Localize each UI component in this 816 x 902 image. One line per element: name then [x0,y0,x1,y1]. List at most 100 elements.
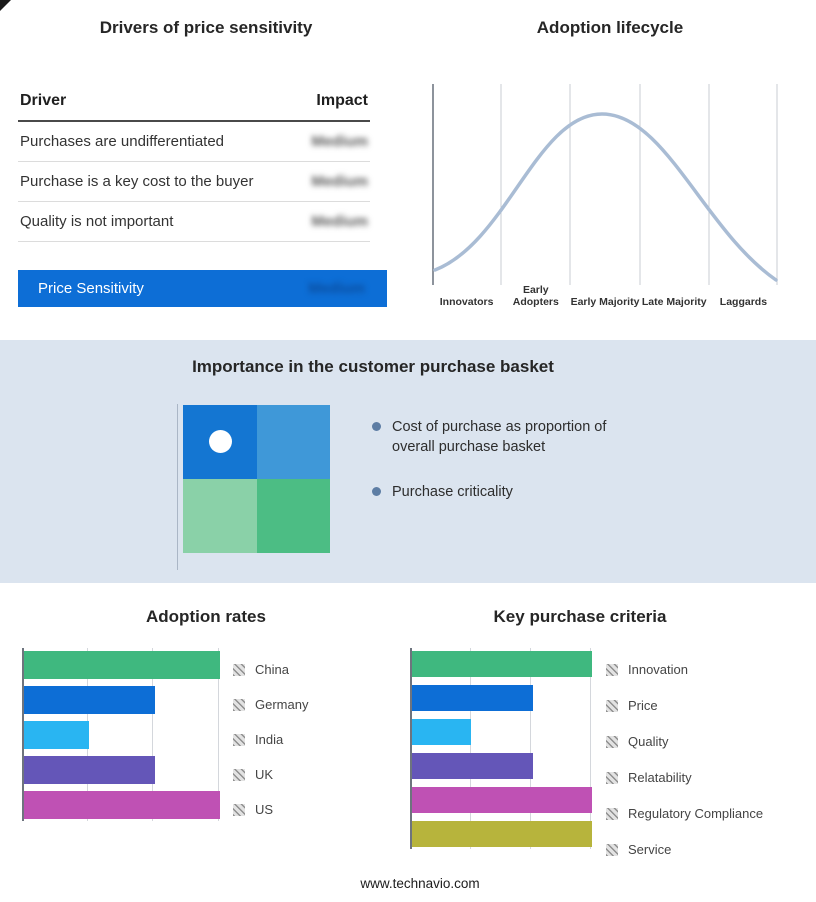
legend-swatch-icon [606,735,618,748]
y-axis-line [410,648,412,849]
legend-swatch-icon [606,807,618,820]
purchase-basket-band: Importance in the customer purchase bask… [0,340,816,583]
lifecycle-panel-title: Adoption lifecycle [536,18,684,37]
legend-item: US [233,802,308,817]
stage-label-early-majority: Early Majority [570,296,640,309]
legend-label: Regulatory Compliance [628,806,764,821]
drivers-panel-title: Drivers of price sensitivity [99,18,313,37]
legend-item: Regulatory Compliance [606,806,763,821]
legend-swatch-icon [606,843,618,856]
legend-item: Relatability [606,770,763,785]
lifecycle-chart [432,84,778,285]
driver-cell: Quality is not important [20,213,174,230]
legend-item: UK [233,767,308,782]
drivers-table: Driver Impact Purchases are undifferenti… [18,92,370,242]
legend-swatch-icon [233,733,245,746]
price-sensitivity-label: Price Sensitivity [38,280,144,297]
bullet-text: Cost of purchase as proportion of overal… [392,419,607,455]
drivers-table-header: Driver Impact [18,92,370,122]
legend-item: China [233,662,308,677]
price-sensitivity-impact-blurred: Medium [308,280,365,297]
legend-label: Service [628,842,672,857]
legend-label: Germany [255,697,309,712]
page-corner-mark [0,0,11,11]
legend-label: Price [628,698,658,713]
y-axis-line [22,648,24,821]
lifecycle-stage-labels: Innovators Early Adopters Early Majority… [432,283,778,309]
stage-label-late-majority: Late Majority [641,296,707,309]
stage-label-laggards: Laggards [719,296,768,309]
impact-cell-blurred: Medium [311,173,368,190]
adoption-rates-legend: China Germany India UK US [233,662,308,837]
quadrant-bottom-right [256,479,330,553]
quadrant-bottom-left [183,479,257,553]
bullet-item: Purchase criticality [372,483,642,503]
legend-label: US [255,802,274,817]
bar-innovation [412,651,592,677]
basket-bullet-list: Cost of purchase as proportion of overal… [372,418,642,529]
gridline [152,648,153,821]
bell-curve-svg [432,84,778,285]
table-row: Quality is not important Medium [18,202,370,242]
bar-us [24,791,220,819]
legend-item: Germany [233,697,308,712]
quadrant-top-left [183,405,257,479]
impact-cell-blurred: Medium [311,213,368,230]
adoption-rates-title: Adoption rates [146,607,266,626]
adoption-rates-chart [22,648,220,821]
column-header-impact: Impact [316,92,368,109]
website-url: www.technavio.com [360,876,480,891]
column-header-driver: Driver [20,92,67,109]
key-purchase-criteria-chart [410,648,592,849]
bar-china [24,651,220,679]
gridline [218,648,219,821]
table-row: Purchases are undifferentiated Medium [18,122,370,162]
quadrant-chart [183,405,330,553]
bullet-dot-icon [372,422,381,431]
key-purchase-criteria-bars [412,651,592,855]
legend-item: India [233,732,308,747]
bar-service [412,821,592,847]
legend-swatch-icon [606,771,618,784]
legend-label: China [255,662,289,677]
key-purchase-criteria-title: Key purchase criteria [493,607,667,626]
bullet-dot-icon [372,487,381,497]
bar-india [24,721,89,749]
quadrant-top-right [256,405,330,479]
quadrant-axis-line [177,404,178,570]
legend-swatch-icon [606,663,618,676]
driver-cell: Purchase is a key cost to the buyer [20,173,254,190]
price-sensitivity-bar: Price Sensitivity Medium [18,270,387,307]
legend-item: Price [606,698,763,713]
legend-swatch-icon [233,663,245,676]
basket-title: Importance in the customer purchase bask… [192,357,554,376]
legend-label: Relatability [628,770,692,785]
legend-swatch-icon [233,803,245,816]
legend-label: India [255,732,284,747]
bullet-text: Purchase criticality [392,484,513,501]
bar-price [412,685,533,711]
driver-cell: Purchases are undifferentiated [20,133,225,150]
stage-label-innovators: Innovators [439,296,494,309]
key-purchase-criteria-legend: Innovation Price Quality Relatability Regula… [606,662,763,878]
impact-cell-blurred: Medium [311,133,368,150]
bullet-item: Cost of purchase as proportion of overal… [372,418,642,457]
bar-regulatory-compliance [412,787,592,813]
legend-label: UK [255,767,274,782]
bell-curve [433,112,778,282]
gridline [470,648,471,849]
stage-label-early-adopters: Early Adopters [512,283,559,309]
legend-label: Innovation [628,662,688,677]
table-row: Purchase is a key cost to the buyer Medi… [18,162,370,202]
legend-item: Service [606,842,763,857]
bar-uk [24,756,156,784]
legend-swatch-icon [233,698,245,711]
legend-swatch-icon [606,699,618,712]
bar-relatability [412,753,533,779]
gridline [530,648,531,849]
gridline [590,648,591,849]
legend-label: Quality [628,734,669,749]
legend-swatch-icon [233,768,245,781]
adoption-rates-bars [24,651,220,826]
